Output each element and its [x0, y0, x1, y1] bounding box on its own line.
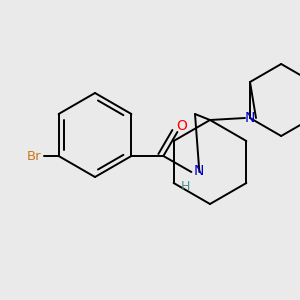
Text: O: O: [176, 119, 187, 133]
Text: N: N: [194, 164, 204, 178]
Text: Br: Br: [27, 149, 42, 163]
Text: H: H: [181, 179, 190, 193]
Text: N: N: [245, 111, 255, 125]
